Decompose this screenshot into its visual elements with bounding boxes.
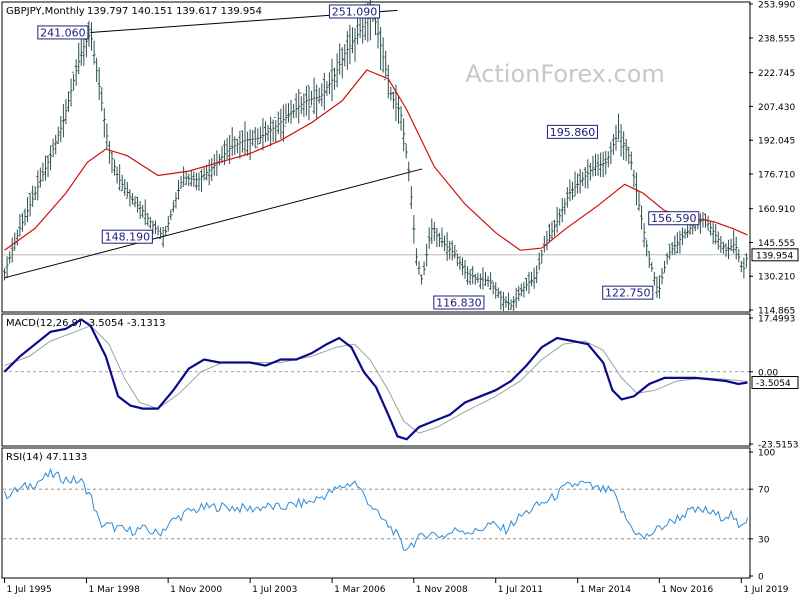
price-y-tick-label: 238.555 — [758, 34, 795, 44]
price-annotation: 251.090 — [328, 4, 381, 19]
annotation-label: 122.750 — [605, 287, 651, 300]
macd-signal-line — [4, 325, 748, 434]
price-panel-title: GBPJPY,Monthly — [6, 6, 85, 17]
price-y-tick-label: 176.710 — [758, 170, 795, 180]
macd-current-badge — [751, 376, 799, 390]
rsi-panel-title: RSI(14) 47.1133 — [6, 452, 87, 463]
rsi-y-tick-label: 30 — [758, 535, 770, 545]
watermark: ActionForex.com — [465, 60, 665, 88]
price-annotation: 156.590 — [648, 211, 700, 226]
x-tick-label: 1 Jul 1995 — [7, 585, 52, 595]
x-tick-label: 1 Nov 2000 — [170, 585, 222, 595]
x-tick-label: 1 Mar 1998 — [89, 585, 141, 595]
annotation-box — [546, 124, 599, 139]
macd-y-tick-label: -23.5153 — [758, 441, 798, 451]
rsi-y-tick-label: 70 — [758, 486, 770, 496]
trendline-2 — [4, 168, 423, 279]
x-tick-label: 1 Jul 2019 — [743, 585, 788, 595]
annotation-box — [37, 25, 89, 40]
macd-y-tick-label: 0.00 — [758, 368, 778, 378]
moving-average-line — [4, 69, 748, 251]
macd-line — [3, 318, 748, 441]
price-bars — [3, 0, 748, 311]
x-tick-label: 1 Mar 2006 — [334, 585, 386, 595]
current-price-badge — [751, 248, 799, 262]
price-annotation: 122.750 — [602, 285, 654, 300]
annotation-label: 241.060 — [40, 26, 86, 39]
axis-layer: 253.990 238.555 222.745 207.430 192.045 176.7… — [4, 1, 799, 595]
price-y-tick-label: 253.990 — [758, 1, 795, 11]
annotation-box — [602, 285, 654, 300]
price-annotation: 148.190 — [101, 229, 153, 244]
ohlc-header: 139.797 140.151 139.617 139.954 — [87, 6, 262, 17]
current-price-label: 139.954 — [756, 251, 793, 261]
annotation-label: 148.190 — [105, 231, 151, 244]
rsi-panel — [1, 447, 751, 579]
macd-layer — [3, 318, 749, 441]
rsi-line — [4, 467, 748, 551]
price-y-tick-label: 207.430 — [758, 103, 795, 113]
price-layer: 241.060 251.090 148.190 116.830 195.860 122.7… — [3, 0, 749, 311]
price-y-tick-label: 222.745 — [758, 69, 795, 79]
macd-panel — [1, 313, 751, 447]
price-y-tick-label: 114.865 — [758, 307, 795, 317]
annotation-box — [328, 4, 381, 19]
price-annotation: 241.060 — [37, 25, 89, 40]
annotation-label: 251.090 — [332, 6, 378, 19]
annotation-box — [101, 229, 153, 244]
x-tick-label: 1 Nov 2016 — [661, 585, 713, 595]
annotation-box — [433, 295, 485, 310]
x-tick-label: 1 Jul 2011 — [498, 585, 543, 595]
rsi-y-tick-label: 0 — [758, 573, 764, 583]
price-annotation: 195.860 — [546, 124, 599, 139]
price-y-tick-label: 160.910 — [758, 205, 795, 215]
rsi-y-tick-label: 100 — [758, 449, 775, 459]
price-y-tick-label: 130.210 — [758, 273, 795, 283]
rsi-layer — [3, 467, 749, 551]
macd-y-tick-label: 17.4993 — [758, 315, 795, 325]
price-panel — [1, 1, 751, 313]
macd-current-label: -3.5054 — [756, 379, 791, 389]
price-y-tick-label: 145.555 — [758, 239, 795, 249]
annotation-label: 156.590 — [651, 212, 697, 225]
annotation-label: 116.830 — [436, 297, 482, 310]
price-y-tick-label: 192.045 — [758, 137, 795, 147]
x-tick-label: 1 Nov 2008 — [416, 585, 468, 595]
x-tick-label: 1 Mar 2014 — [580, 585, 632, 595]
annotation-label: 195.860 — [550, 126, 596, 139]
x-tick-label: 1 Jul 2003 — [252, 585, 297, 595]
annotation-box — [648, 211, 700, 226]
price-annotation: 116.830 — [433, 295, 485, 310]
